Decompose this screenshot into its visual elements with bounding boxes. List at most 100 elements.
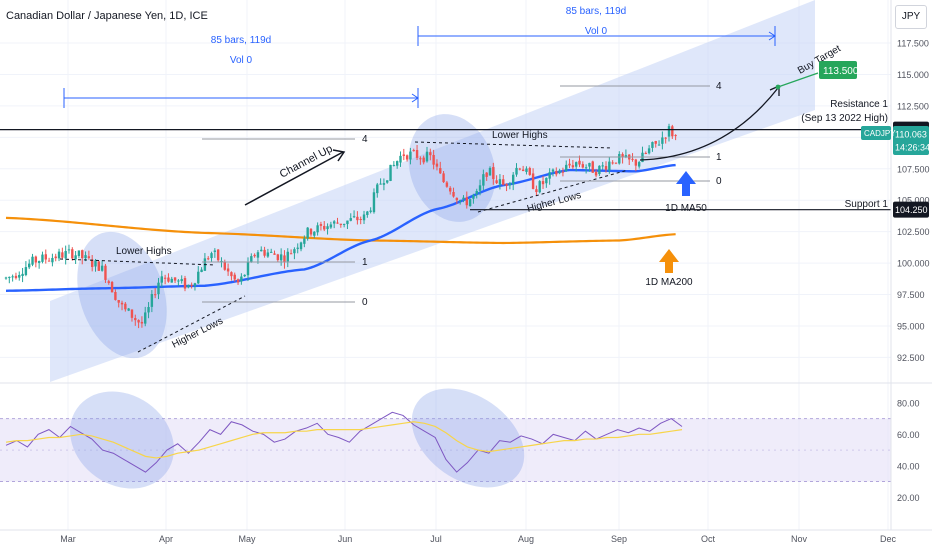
time-tick-label: May — [238, 534, 256, 544]
countdown-tag-bg — [893, 139, 929, 155]
candle-body — [465, 197, 468, 206]
time-tick-label: Dec — [880, 534, 897, 544]
candle-body — [279, 254, 283, 261]
candle-body — [362, 214, 366, 221]
candle-body — [329, 224, 333, 228]
measure-label: 85 bars, 119d — [566, 6, 626, 17]
date-range-measure[interactable]: 85 bars, 119d Vol 0 — [417, 6, 776, 46]
candle-body — [432, 154, 435, 165]
candle-body — [319, 224, 323, 226]
candle-body — [223, 261, 226, 270]
candle-body — [502, 179, 505, 185]
candle-body — [4, 277, 8, 279]
candle-body — [163, 277, 167, 279]
candle-body — [190, 285, 193, 287]
candle-body — [674, 135, 677, 137]
candle-body — [541, 181, 545, 185]
candle-body — [439, 168, 442, 174]
candle-body — [309, 228, 313, 235]
candle-body — [558, 170, 561, 174]
candle-body — [528, 168, 531, 175]
buy-target-tag: 113.500 — [823, 66, 859, 77]
candle-body — [124, 303, 127, 310]
rsi-tick-label: 40.00 — [897, 461, 920, 471]
candle-body — [256, 252, 260, 258]
candle-body — [412, 150, 415, 152]
currency-badge[interactable]: JPY — [895, 5, 927, 29]
candle-body — [8, 276, 11, 278]
candle-body — [303, 238, 306, 244]
measure-arrow — [768, 31, 776, 41]
candle-body — [77, 250, 81, 257]
candle-body — [359, 219, 362, 221]
candle-body — [127, 308, 130, 311]
countdown-tag[interactable]: 14:26:34 — [893, 139, 930, 155]
projection-curve — [639, 87, 779, 161]
support-price-tag[interactable]: 104.250 — [893, 201, 929, 218]
candle-body — [634, 159, 638, 166]
candle-body — [263, 249, 266, 256]
candle-body — [657, 144, 661, 146]
candle-body — [395, 161, 399, 166]
candle-body — [177, 280, 180, 282]
candle-body — [137, 320, 140, 323]
candle-body — [57, 251, 61, 259]
candle-body — [157, 282, 160, 295]
price-tick-label: 107.500 — [897, 164, 930, 174]
time-tick-label: Jul — [430, 534, 442, 544]
candle-body — [425, 151, 429, 162]
price-tick-label: 97.500 — [897, 290, 925, 300]
candle-body — [588, 162, 591, 167]
candle-body — [11, 276, 14, 278]
candle-body — [342, 223, 346, 225]
candle-body — [104, 265, 107, 280]
candle-body — [621, 154, 624, 158]
candle-body — [130, 309, 134, 318]
candle-body — [226, 268, 230, 272]
higher-lows-line-2 — [477, 169, 629, 213]
candle-body — [608, 161, 611, 171]
candle-body — [140, 321, 144, 324]
candle-body — [452, 191, 455, 197]
candle-body — [289, 253, 293, 255]
higher-lows-line-1 — [137, 295, 246, 353]
candle-body — [518, 168, 522, 170]
candle-body — [153, 294, 157, 296]
candle-body — [372, 192, 376, 213]
candle-body — [515, 167, 518, 175]
candle-body — [475, 191, 478, 195]
time-tick-label: Nov — [791, 534, 808, 544]
candle-body — [220, 260, 223, 262]
ma50-line — [5, 163, 676, 292]
candle-body — [598, 165, 601, 175]
candle-body — [37, 261, 41, 263]
last-price-tag[interactable]: 110.063 — [893, 126, 929, 142]
candle-body — [538, 181, 541, 193]
candle-body — [283, 255, 286, 263]
date-range-measure[interactable]: 85 bars, 119d Vol 0 — [63, 35, 419, 108]
candle-body — [386, 180, 389, 183]
candle-body — [574, 162, 578, 167]
candle-body — [581, 164, 585, 168]
time-tick-label: Aug — [518, 534, 534, 544]
candle-body — [667, 126, 671, 137]
buy-target-dot — [775, 84, 781, 90]
chart-title: Canadian Dollar / Japanese Yen, 1D, ICE — [6, 10, 208, 22]
candle-body — [379, 183, 382, 185]
candle-body — [458, 200, 462, 202]
time-tick-label: Mar — [60, 534, 76, 544]
candle-body — [565, 164, 568, 172]
candle-body — [34, 256, 38, 263]
candle-body — [266, 252, 270, 257]
candle-body — [389, 164, 392, 181]
last-price-tag-bg — [893, 126, 929, 142]
fib-label: 1 — [362, 257, 368, 268]
price-tick-label: 95.000 — [897, 321, 925, 331]
candle-body — [230, 272, 233, 277]
candle-body — [399, 155, 402, 163]
candle-body — [54, 256, 57, 259]
candle-body — [485, 172, 488, 177]
measure-label: 85 bars, 119d — [211, 35, 271, 46]
candle-body — [601, 165, 604, 167]
